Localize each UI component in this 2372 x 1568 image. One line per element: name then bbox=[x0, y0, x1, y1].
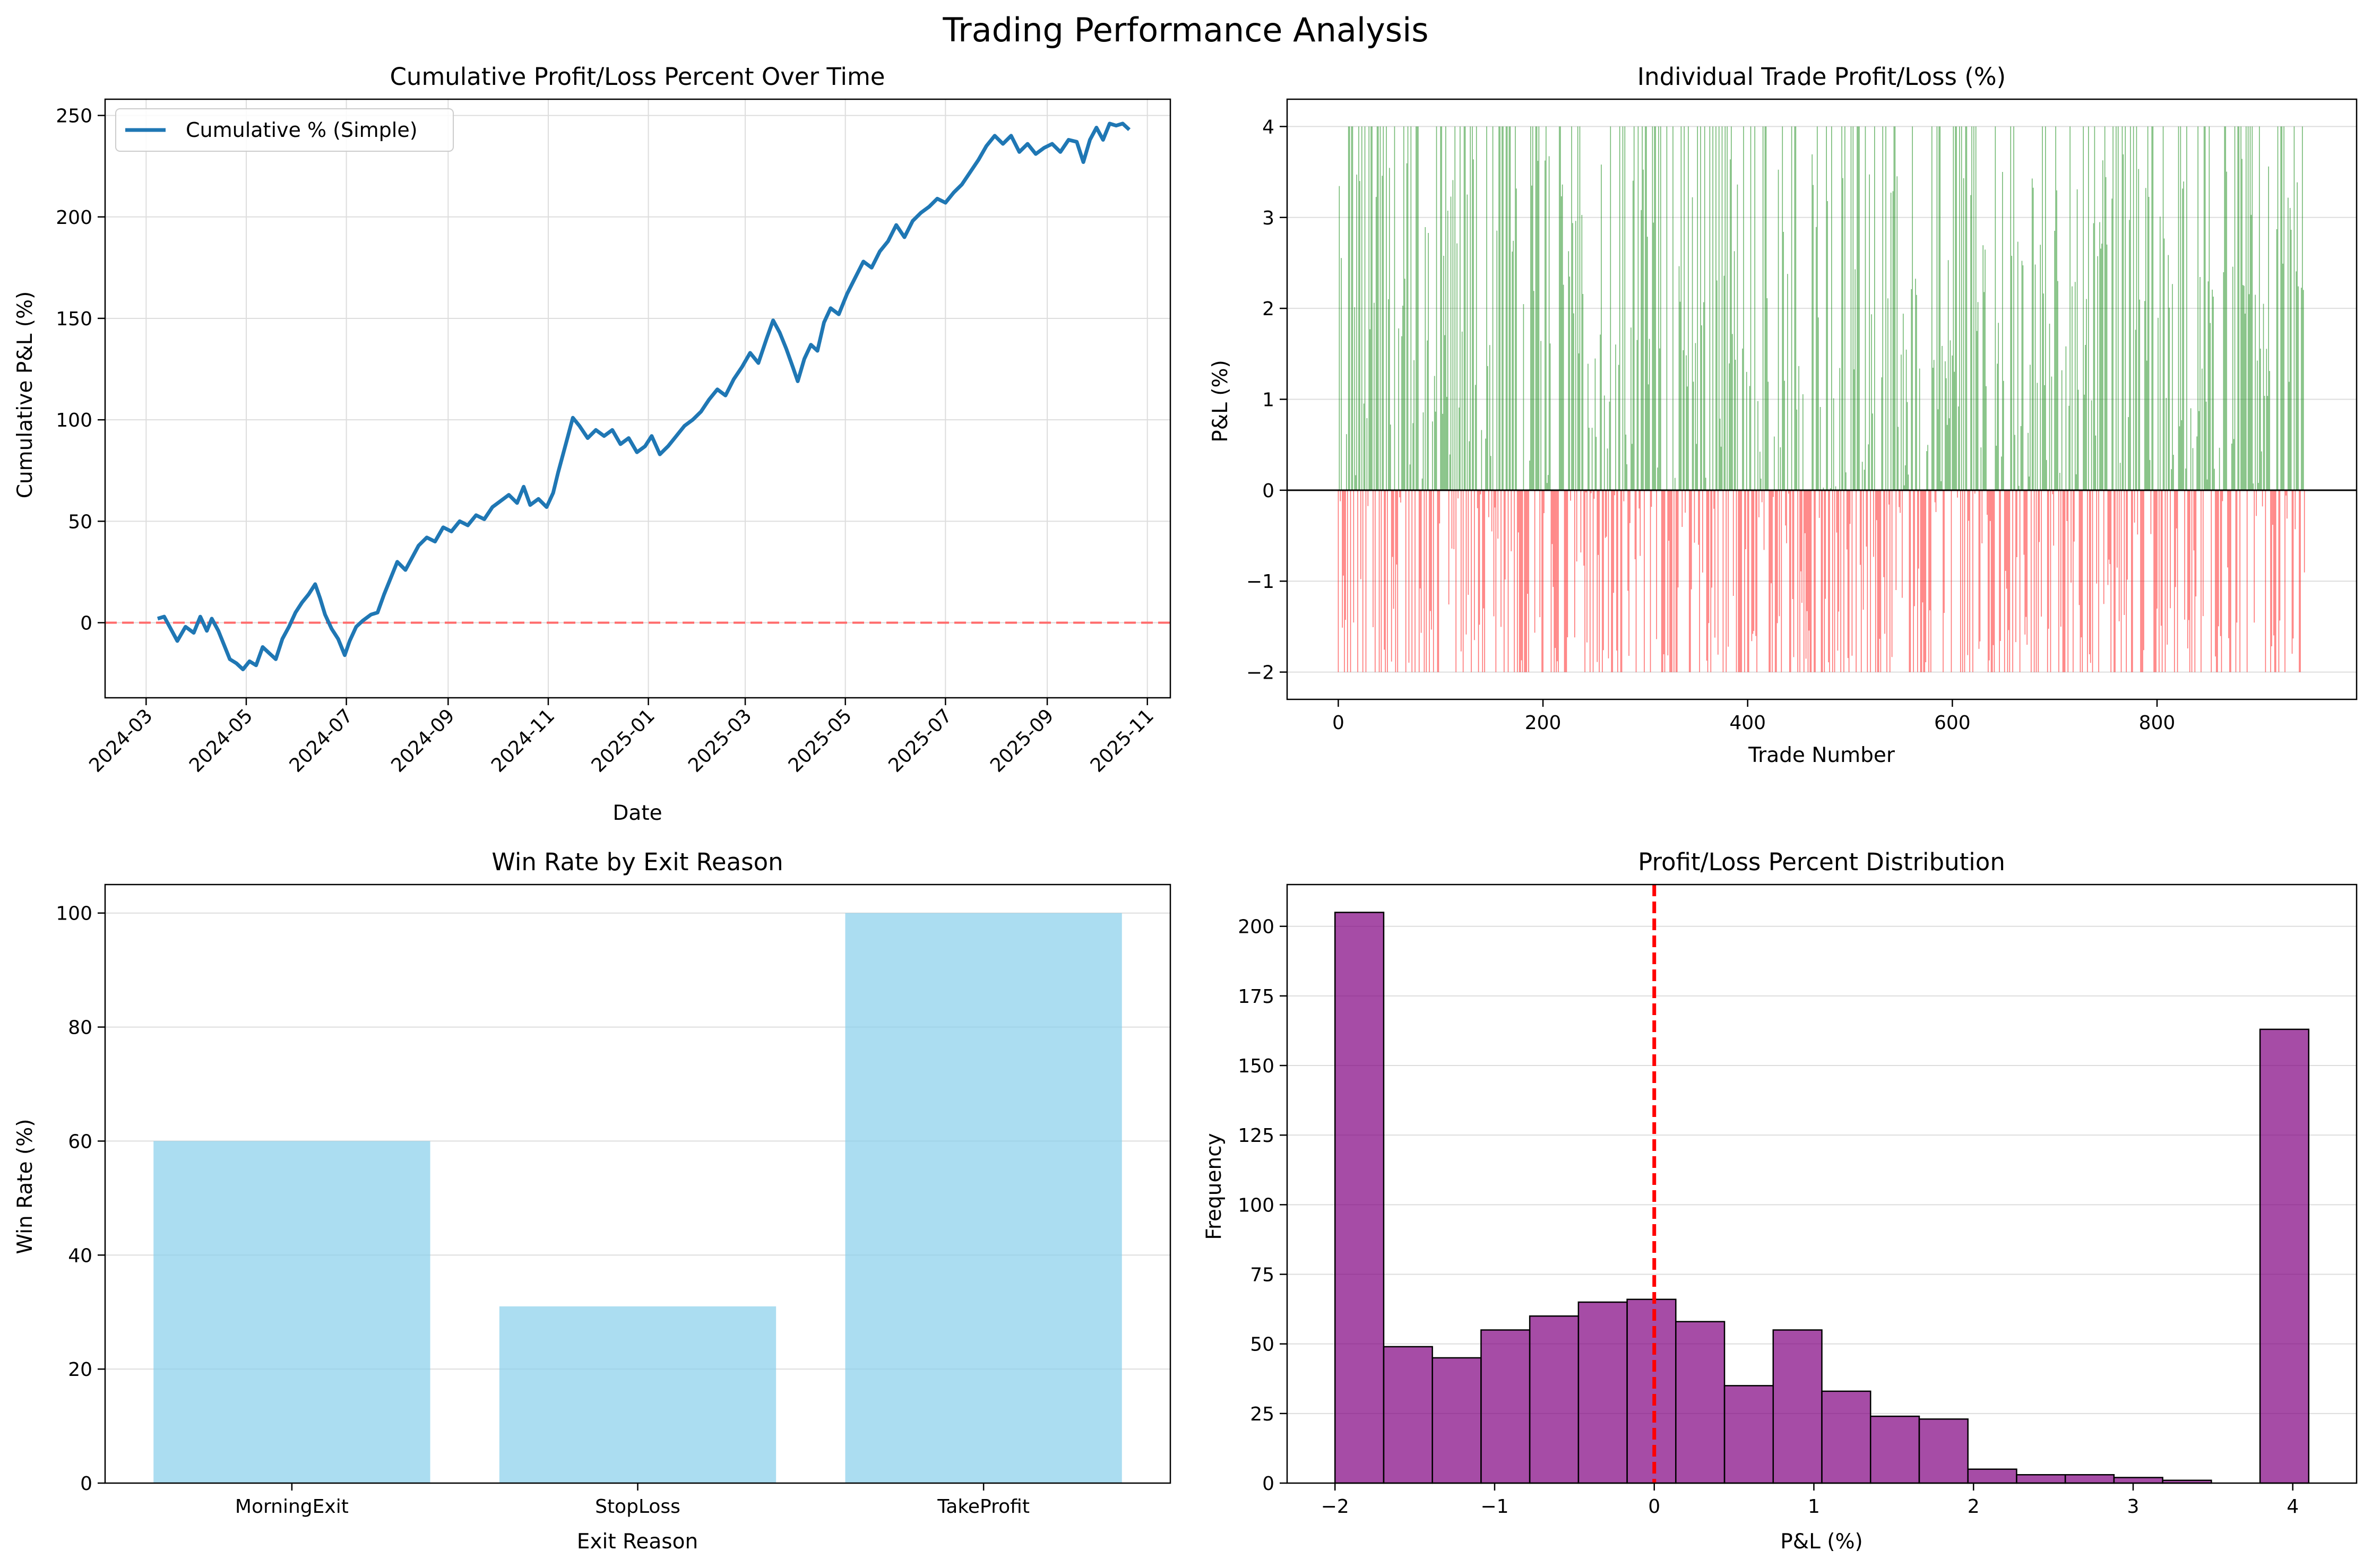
trade-pnl-x-axis-label: Trade Number bbox=[1748, 743, 1895, 767]
y-tick-label: 1 bbox=[1262, 389, 1274, 411]
distribution-chart-title: Profit/Loss Percent Distribution bbox=[1638, 848, 2005, 876]
y-tick-label: 150 bbox=[56, 308, 92, 330]
x-tick-label: TakeProfit bbox=[937, 1496, 1030, 1518]
y-tick-label: 0 bbox=[1262, 1473, 1274, 1495]
histogram-bin bbox=[1529, 1315, 1580, 1484]
x-tick-label: 1 bbox=[1808, 1496, 1820, 1518]
y-tick-label: 125 bbox=[1238, 1125, 1274, 1147]
trade-pnl-frame bbox=[1286, 98, 2358, 700]
legend-box bbox=[115, 108, 454, 152]
y-tick-label: 25 bbox=[1250, 1404, 1274, 1425]
y-tick-label: 100 bbox=[1238, 1194, 1274, 1216]
x-tick-label: MorningExit bbox=[235, 1496, 349, 1518]
y-tick-label: 50 bbox=[68, 511, 92, 533]
y-tick-label: 150 bbox=[1238, 1055, 1274, 1077]
figure-title: Trading Performance Analysis bbox=[942, 11, 1428, 49]
trade-pnl-chart-title: Individual Trade Profit/Loss (%) bbox=[1637, 63, 2006, 91]
histogram-bin bbox=[1675, 1321, 1726, 1484]
x-tick-label: StopLoss bbox=[595, 1496, 680, 1518]
x-tick-label: 800 bbox=[2139, 712, 2176, 734]
histogram-bin bbox=[1577, 1301, 1628, 1484]
x-tick-label: −2 bbox=[1321, 1496, 1349, 1518]
x-tick-label: 200 bbox=[1525, 712, 1562, 734]
win-rate-bar-stoploss bbox=[499, 1306, 777, 1483]
x-tick-label: −1 bbox=[1480, 1496, 1508, 1518]
histogram-bin bbox=[1431, 1357, 1482, 1484]
histogram-bin bbox=[1918, 1418, 1969, 1484]
trade-pnl-y-axis-label: P&L (%) bbox=[1209, 360, 1232, 443]
y-tick-label: 2 bbox=[1262, 298, 1274, 320]
cumulative-x-axis-label: Date bbox=[613, 801, 662, 825]
legend-label: Cumulative % (Simple) bbox=[186, 118, 418, 142]
y-tick-label: 0 bbox=[80, 613, 92, 635]
distribution-y-axis-label: Frequency bbox=[1202, 1133, 1226, 1240]
y-tick-label: 3 bbox=[1262, 207, 1274, 229]
trade-pnl-panel: Individual Trade Profit/Loss (%) Trade N… bbox=[1209, 63, 2358, 767]
win-rate-x-axis-label: Exit Reason bbox=[577, 1530, 698, 1554]
y-tick-label: 175 bbox=[1238, 986, 1274, 1008]
win-rate-chart-title: Win Rate by Exit Reason bbox=[491, 848, 783, 876]
y-tick-label: 0 bbox=[1262, 480, 1274, 502]
histogram-bin bbox=[2259, 1028, 2310, 1484]
win-rate-y-axis-label: Win Rate (%) bbox=[13, 1119, 37, 1254]
win-rate-frame bbox=[104, 883, 1171, 1484]
histogram-bin bbox=[1723, 1385, 1774, 1484]
y-tick-label: 200 bbox=[56, 207, 92, 229]
cumulative-series-line bbox=[157, 122, 1131, 671]
win-rate-bar-morningexit bbox=[153, 1141, 430, 1483]
y-tick-label: 75 bbox=[1250, 1264, 1274, 1286]
y-tick-label: 60 bbox=[68, 1131, 92, 1153]
x-tick-label: 3 bbox=[2127, 1496, 2140, 1518]
y-tick-label: 200 bbox=[1238, 916, 1274, 938]
histogram-bin bbox=[1383, 1346, 1433, 1484]
y-tick-label: 50 bbox=[1250, 1334, 1274, 1356]
histogram-bin bbox=[1869, 1415, 1920, 1484]
y-tick-label: 100 bbox=[56, 903, 92, 925]
y-tick-label: 250 bbox=[56, 106, 92, 127]
distribution-panel: Profit/Loss Percent Distribution P&L (%)… bbox=[1202, 848, 2358, 1554]
y-tick-label: −1 bbox=[1246, 571, 1274, 593]
y-tick-label: 0 bbox=[80, 1473, 92, 1495]
win-rate-panel: Win Rate by Exit Reason Exit Reason Win … bbox=[13, 848, 1171, 1554]
histogram-bin bbox=[1967, 1468, 2017, 1484]
y-tick-label: 40 bbox=[68, 1245, 92, 1267]
cumulative-legend: Cumulative % (Simple) bbox=[115, 108, 454, 152]
x-tick-label: 0 bbox=[1332, 712, 1344, 734]
y-tick-label: 20 bbox=[68, 1359, 92, 1381]
distribution-x-axis-label: P&L (%) bbox=[1780, 1530, 1863, 1554]
win-rate-bar-takeprofit bbox=[845, 913, 1122, 1483]
histogram-bin bbox=[1334, 912, 1385, 1484]
histogram-bin bbox=[1821, 1390, 1871, 1484]
y-tick-label: 4 bbox=[1262, 116, 1274, 138]
cumulative-y-axis-label: Cumulative P&L (%) bbox=[13, 291, 37, 499]
x-tick-label: 4 bbox=[2287, 1496, 2299, 1518]
y-tick-label: −2 bbox=[1246, 662, 1274, 684]
histogram-bin bbox=[2113, 1477, 2163, 1484]
histogram-bin bbox=[2064, 1474, 2115, 1484]
distribution-frame bbox=[1286, 883, 2358, 1484]
cumulative-chart-title: Cumulative Profit/Loss Percent Over Time bbox=[390, 63, 885, 91]
x-tick-label: 0 bbox=[1648, 1496, 1660, 1518]
x-tick-label: 600 bbox=[1934, 712, 1971, 734]
x-tick-label: 2 bbox=[1968, 1496, 1980, 1518]
histogram-bin bbox=[1772, 1329, 1823, 1484]
cumulative-frame bbox=[104, 98, 1171, 699]
histogram-bin bbox=[2016, 1474, 2066, 1484]
x-tick-label: 400 bbox=[1729, 712, 1766, 734]
histogram-bin bbox=[1626, 1298, 1677, 1484]
histogram-bin bbox=[1480, 1329, 1531, 1484]
y-tick-label: 80 bbox=[68, 1017, 92, 1039]
y-tick-label: 100 bbox=[56, 410, 92, 431]
